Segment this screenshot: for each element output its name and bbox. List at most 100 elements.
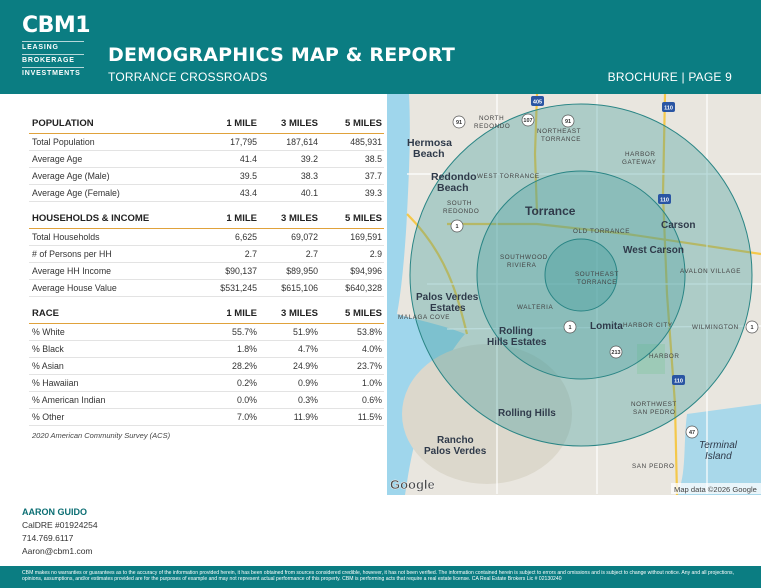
cell-5-miles: 485,931 bbox=[320, 133, 384, 151]
cell-5-miles: $94,996 bbox=[320, 262, 384, 280]
map-label: MALAGA COVE bbox=[398, 314, 450, 321]
row-label: Average Age bbox=[29, 150, 174, 168]
cell-3-miles: 38.3 bbox=[259, 167, 320, 185]
map-label: REDONDO bbox=[474, 123, 510, 130]
page-title: DEMOGRAPHICS MAP & REPORT bbox=[108, 44, 455, 66]
highway-shield-icon: 1 bbox=[450, 219, 464, 233]
column-header: HOUSEHOLDS & INCOME bbox=[29, 211, 174, 229]
cell-5-miles: 2.9 bbox=[320, 245, 384, 263]
svg-text:1: 1 bbox=[568, 325, 571, 331]
map-label: Palos Verdes bbox=[416, 292, 479, 303]
row-label: Average HH Income bbox=[29, 262, 174, 280]
table-header-row: RACE 1 MILE 3 MILES 5 MILES bbox=[29, 306, 384, 324]
row-label: Total Population bbox=[29, 133, 174, 151]
highway-shield-icon: 405 bbox=[531, 96, 544, 106]
map-label: Hills Estates bbox=[487, 337, 547, 348]
cell-3-miles: 0.3% bbox=[259, 391, 320, 409]
row-label: Total Households bbox=[29, 228, 174, 246]
map-label: Rolling bbox=[499, 326, 533, 337]
highway-shield-icon: 1 bbox=[563, 320, 577, 334]
cell-1-mile: 39.5 bbox=[174, 167, 259, 185]
table-row: Total Population 17,795 187,614 485,931 bbox=[29, 133, 384, 151]
cell-3-miles: 39.2 bbox=[259, 150, 320, 168]
map-label: Island bbox=[705, 451, 732, 462]
race-table: RACE 1 MILE 3 MILES 5 MILES % White 55.7%… bbox=[29, 306, 384, 426]
cell-1-mile: $531,245 bbox=[174, 279, 259, 297]
highway-shield-icon: 213 bbox=[609, 345, 623, 359]
cell-3-miles: $89,950 bbox=[259, 262, 320, 280]
table-row: Total Households 6,625 69,072 169,591 bbox=[29, 228, 384, 246]
map-label: Terminal bbox=[699, 440, 738, 451]
row-label: % White bbox=[29, 323, 174, 341]
row-label: % Hawaiian bbox=[29, 374, 174, 392]
table-header-row: HOUSEHOLDS & INCOME 1 MILE 3 MILES 5 MIL… bbox=[29, 211, 384, 229]
logo-line-investments: INVESTMENTS bbox=[22, 67, 84, 80]
agent-email[interactable]: Aaron@cbm1.com bbox=[22, 546, 93, 556]
agent-name: AARON GUIDO bbox=[22, 507, 87, 517]
highway-shield-icon: 110 bbox=[658, 194, 671, 204]
map-label: Beach bbox=[413, 148, 445, 160]
cell-3-miles: 11.9% bbox=[259, 408, 320, 426]
cell-5-miles: 169,591 bbox=[320, 228, 384, 246]
cell-1-mile: $90,137 bbox=[174, 262, 259, 280]
streets bbox=[407, 94, 761, 494]
map-label: HARBOR bbox=[649, 353, 680, 360]
map-label: Rancho bbox=[437, 435, 474, 446]
map-canvas[interactable]: Hermosa Beach Redondo Beach NORTH REDOND… bbox=[387, 94, 761, 495]
map-label: WALTERIA bbox=[517, 304, 553, 311]
cell-1-mile: 41.4 bbox=[174, 150, 259, 168]
column-header: 3 MILES bbox=[259, 211, 320, 229]
svg-text:47: 47 bbox=[689, 430, 695, 436]
highway-shield-icon: 47 bbox=[685, 425, 699, 439]
agent-license: CalDRE #01924254 bbox=[22, 520, 98, 530]
cell-3-miles: 187,614 bbox=[259, 133, 320, 151]
map-label: Rolling Hills bbox=[498, 408, 556, 419]
map-label: HARBOR CITY bbox=[623, 322, 673, 329]
cell-3-miles: 24.9% bbox=[259, 357, 320, 375]
svg-text:91: 91 bbox=[565, 119, 571, 125]
map-label: OLD TORRANCE bbox=[573, 228, 630, 235]
radius-map[interactable]: Hermosa Beach Redondo Beach NORTH REDOND… bbox=[387, 94, 761, 495]
demographics-tables: POPULATION 1 MILE 3 MILES 5 MILES Total … bbox=[29, 116, 384, 440]
spacer bbox=[29, 297, 384, 306]
disclaimer-footer: CBM makes no warranties or guarantees as… bbox=[0, 566, 761, 588]
map-label: NORTH bbox=[479, 115, 504, 122]
svg-text:1: 1 bbox=[750, 325, 753, 331]
map-label: Estates bbox=[430, 303, 466, 314]
cell-1-mile: 1.8% bbox=[174, 340, 259, 358]
map-label: TORRANCE bbox=[541, 136, 581, 143]
agent-phone[interactable]: 714.769.6117 bbox=[22, 533, 74, 543]
map-label: Beach bbox=[437, 182, 469, 194]
map-label: NORTHEAST bbox=[537, 128, 581, 135]
table-row: % Hawaiian 0.2% 0.9% 1.0% bbox=[29, 374, 384, 392]
map-label: Hermosa bbox=[407, 137, 452, 149]
cell-1-mile: 2.7 bbox=[174, 245, 259, 263]
map-label: RIVIERA bbox=[507, 262, 537, 269]
column-header: POPULATION bbox=[29, 116, 174, 134]
column-header: 5 MILES bbox=[320, 211, 384, 229]
map-label: Torrance bbox=[525, 204, 576, 218]
radius-ring-5-mile bbox=[409, 103, 753, 447]
logo-wordmark: CBM1 bbox=[22, 13, 91, 38]
highway-shield-icon: 110 bbox=[662, 102, 675, 112]
cell-1-mile: 55.7% bbox=[174, 323, 259, 341]
row-label: % American Indian bbox=[29, 391, 174, 409]
table-header-row: POPULATION 1 MILE 3 MILES 5 MILES bbox=[29, 116, 384, 134]
svg-text:110: 110 bbox=[660, 198, 669, 204]
table-row: % Black 1.8% 4.7% 4.0% bbox=[29, 340, 384, 358]
cell-3-miles: 2.7 bbox=[259, 245, 320, 263]
column-header: 1 MILE bbox=[174, 211, 259, 229]
cell-5-miles: 23.7% bbox=[320, 357, 384, 375]
map-attribution[interactable]: Map data ©2026 Google bbox=[674, 485, 757, 494]
cell-3-miles: 51.9% bbox=[259, 323, 320, 341]
spacer bbox=[29, 202, 384, 211]
disclaimer-text: CBM makes no warranties or guarantees as… bbox=[22, 570, 735, 582]
row-label: Average Age (Female) bbox=[29, 184, 174, 202]
map-label: Palos Verdes bbox=[424, 446, 487, 457]
table-row: Average Age (Female) 43.4 40.1 39.3 bbox=[29, 184, 384, 202]
column-header: 3 MILES bbox=[259, 306, 320, 324]
page-number: BROCHURE | PAGE 9 bbox=[607, 70, 732, 84]
cell-1-mile: 0.2% bbox=[174, 374, 259, 392]
svg-text:1: 1 bbox=[455, 224, 458, 230]
highways bbox=[406, 94, 761, 495]
